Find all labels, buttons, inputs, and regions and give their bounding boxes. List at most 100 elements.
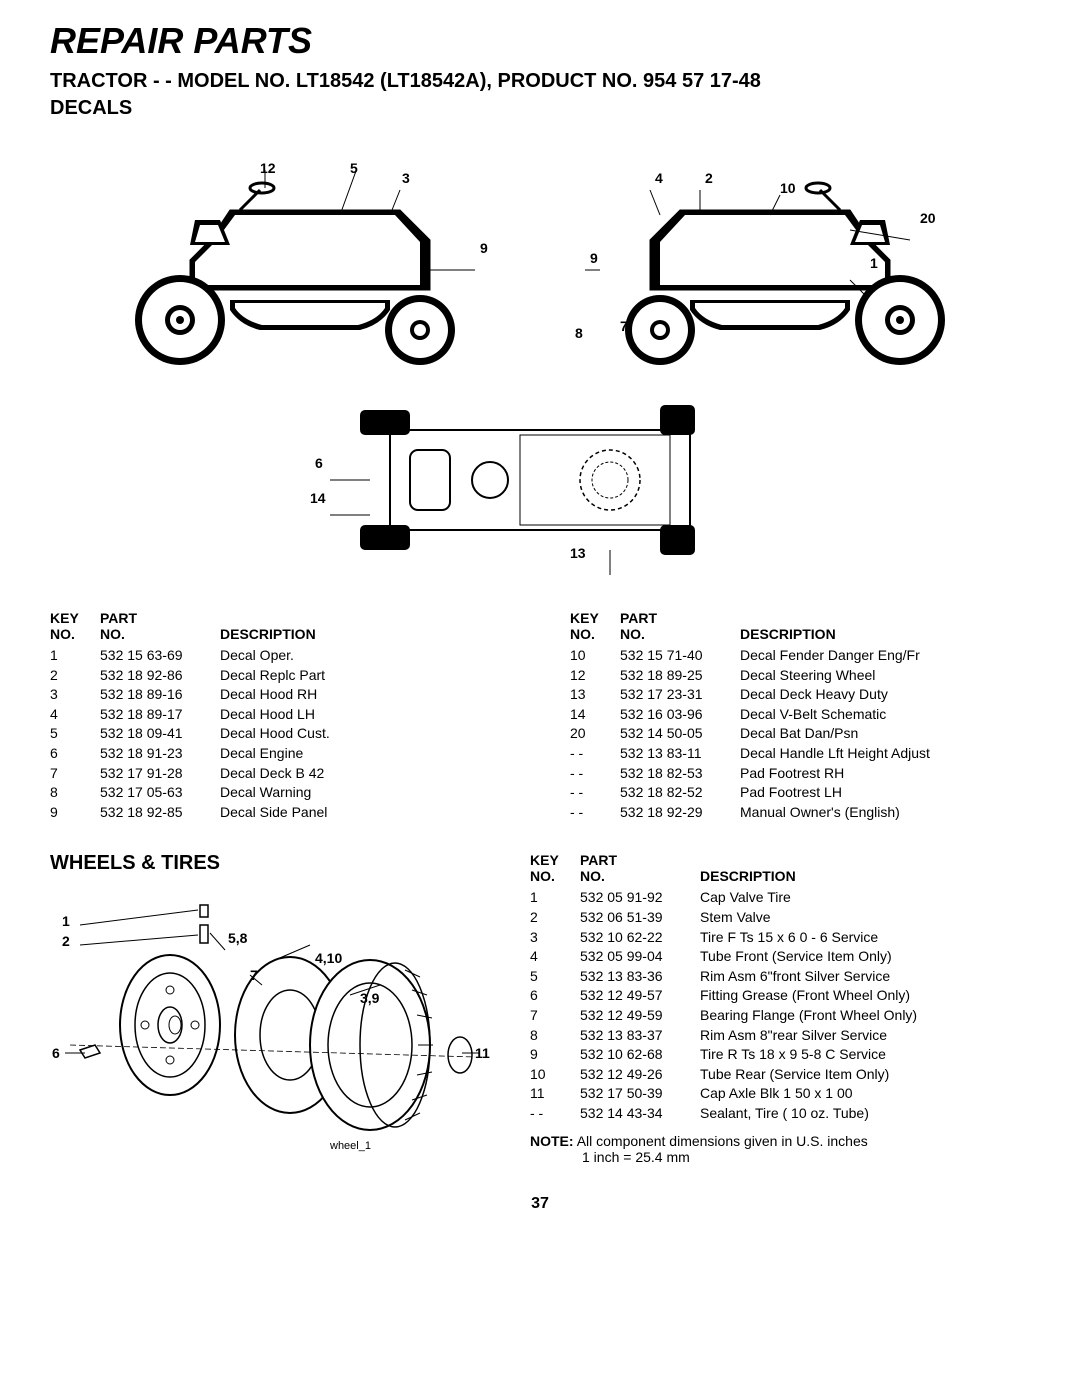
cell-part: 532 13 83-36 — [580, 967, 700, 987]
table-row: 2532 18 92-86Decal Replc Part — [50, 666, 510, 686]
table-row: 5532 18 09-41Decal Hood Cust. — [50, 724, 510, 744]
wcallout-39: 3,9 — [360, 990, 379, 1006]
wheels-section: WHEELS & TIRES — [50, 852, 1030, 1175]
callout-7: 7 — [620, 318, 628, 334]
cell-desc: Tire F Ts 15 x 6 0 - 6 Service — [700, 928, 1030, 948]
callout-4: 4 — [655, 170, 663, 186]
cell-part: 532 18 92-29 — [620, 803, 740, 823]
decals-table-right: KEY NO. PART NO. DESCRIPTION 10532 15 71… — [570, 610, 1030, 822]
header-no: NO. — [570, 626, 620, 642]
table-row: - -532 13 83-11Decal Handle Lft Height A… — [570, 744, 1030, 764]
note: NOTE: All component dimensions given in … — [530, 1133, 1030, 1165]
table-row: 3532 10 62-22Tire F Ts 15 x 6 0 - 6 Serv… — [530, 928, 1030, 948]
cell-desc: Pad Footrest RH — [740, 764, 1030, 784]
note-text2: 1 inch = 25.4 mm — [582, 1149, 690, 1165]
cell-desc: Fitting Grease (Front Wheel Only) — [700, 986, 1030, 1006]
callout-1: 1 — [870, 255, 878, 271]
cell-desc: Decal Deck Heavy Duty — [740, 685, 1030, 705]
cell-part: 532 18 91-23 — [100, 744, 220, 764]
cell-key: - - — [570, 803, 620, 823]
cell-desc: Sealant, Tire ( 10 oz. Tube) — [700, 1104, 1030, 1124]
wcallout-58: 5,8 — [228, 930, 247, 946]
table-row: 3532 18 89-16Decal Hood RH — [50, 685, 510, 705]
cell-part: 532 05 99-04 — [580, 947, 700, 967]
page-number: 37 — [50, 1195, 1030, 1213]
header-key: KEY — [50, 610, 100, 626]
callout-10: 10 — [780, 180, 796, 196]
cell-desc: Decal Hood RH — [220, 685, 510, 705]
header-no: NO. — [50, 626, 100, 642]
cell-part: 532 17 91-28 — [100, 764, 220, 784]
callout-9a: 9 — [480, 240, 488, 256]
cell-key: 5 — [530, 967, 580, 987]
cell-key: - - — [570, 764, 620, 784]
table-header: KEY NO. PART NO. DESCRIPTION — [570, 610, 1030, 642]
cell-part: 532 12 49-57 — [580, 986, 700, 1006]
table-row: 10532 12 49-26Tube Rear (Service Item On… — [530, 1065, 1030, 1085]
wcallout-7: 7 — [250, 967, 258, 983]
cell-key: 7 — [50, 764, 100, 784]
cell-desc: Manual Owner's (English) — [740, 803, 1030, 823]
cell-desc: Decal Deck B 42 — [220, 764, 510, 784]
table-row: 8532 13 83-37Rim Asm 8"rear Silver Servi… — [530, 1026, 1030, 1046]
cell-part: 532 10 62-68 — [580, 1045, 700, 1065]
decals-diagram: 12 5 3 4 2 10 20 9 9 1 8 7 6 14 13 — [50, 130, 1030, 590]
cell-key: 1 — [530, 888, 580, 908]
table-row: - -532 18 82-53Pad Footrest RH — [570, 764, 1030, 784]
table-row: 12532 18 89-25Decal Steering Wheel — [570, 666, 1030, 686]
table-row: 9532 18 92-85Decal Side Panel — [50, 803, 510, 823]
table-row: 5532 13 83-36Rim Asm 6"front Silver Serv… — [530, 967, 1030, 987]
cell-key: 20 — [570, 724, 620, 744]
cell-key: 3 — [530, 928, 580, 948]
table-row: 7532 12 49-59Bearing Flange (Front Wheel… — [530, 1006, 1030, 1026]
cell-desc: Cap Valve Tire — [700, 888, 1030, 908]
cell-key: - - — [570, 744, 620, 764]
cell-part: 532 14 43-34 — [580, 1104, 700, 1124]
cell-part: 532 12 49-26 — [580, 1065, 700, 1085]
cell-key: 2 — [530, 908, 580, 928]
cell-part: 532 18 89-16 — [100, 685, 220, 705]
table-row: - -532 14 43-34Sealant, Tire ( 10 oz. Tu… — [530, 1104, 1030, 1124]
cell-key: 9 — [530, 1045, 580, 1065]
cell-desc: Tube Rear (Service Item Only) — [700, 1065, 1030, 1085]
tractor-left-svg — [110, 170, 510, 370]
header-key: KEY — [530, 852, 580, 868]
table-row: 20532 14 50-05Decal Bat Dan/Psn — [570, 724, 1030, 744]
header-part: PART — [100, 610, 220, 626]
cell-part: 532 12 49-59 — [580, 1006, 700, 1026]
cell-desc: Decal Handle Lft Height Adjust — [740, 744, 1030, 764]
decals-table-left: KEY NO. PART NO. DESCRIPTION 1532 15 63-… — [50, 610, 510, 822]
cell-part: 532 13 83-37 — [580, 1026, 700, 1046]
wheels-svg — [50, 895, 490, 1155]
cell-desc: Cap Axle Blk 1 50 x 1 00 — [700, 1084, 1030, 1104]
cell-key: 11 — [530, 1084, 580, 1104]
cell-desc: Decal Replc Part — [220, 666, 510, 686]
cell-desc: Bearing Flange (Front Wheel Only) — [700, 1006, 1030, 1026]
wcallout-1: 1 — [62, 913, 70, 929]
cell-part: 532 13 83-11 — [620, 744, 740, 764]
cell-desc: Stem Valve — [700, 908, 1030, 928]
table-row: 6532 12 49-57Fitting Grease (Front Wheel… — [530, 986, 1030, 1006]
callout-20: 20 — [920, 210, 936, 226]
cell-part: 532 18 92-85 — [100, 803, 220, 823]
cell-key: 2 — [50, 666, 100, 686]
header-partno: NO. — [620, 626, 740, 642]
table-row: - -532 18 92-29Manual Owner's (English) — [570, 803, 1030, 823]
cell-desc: Decal Hood LH — [220, 705, 510, 725]
callout-8: 8 — [575, 325, 583, 341]
table-header: KEY NO. PART NO. DESCRIPTION — [50, 610, 510, 642]
header-desc: DESCRIPTION — [740, 626, 1030, 642]
callout-3: 3 — [402, 170, 410, 186]
cell-key: 6 — [530, 986, 580, 1006]
wheel-label: wheel_1 — [330, 1140, 371, 1152]
header-part: PART — [580, 852, 700, 868]
cell-key: - - — [570, 783, 620, 803]
callout-14: 14 — [310, 490, 326, 506]
cell-desc: Decal Hood Cust. — [220, 724, 510, 744]
cell-key: 6 — [50, 744, 100, 764]
table-row: 11532 17 50-39Cap Axle Blk 1 50 x 1 00 — [530, 1084, 1030, 1104]
cell-key: 1 — [50, 646, 100, 666]
cell-key: 3 — [50, 685, 100, 705]
cell-part: 532 15 63-69 — [100, 646, 220, 666]
table-row: 2532 06 51-39Stem Valve — [530, 908, 1030, 928]
